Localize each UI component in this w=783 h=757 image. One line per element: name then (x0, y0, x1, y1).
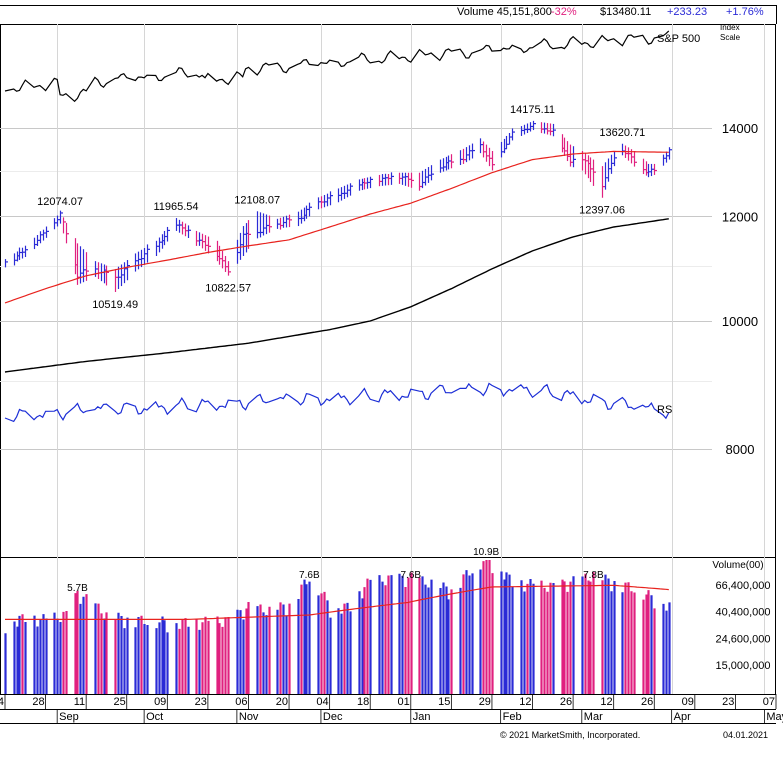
x-month-label: Apr (674, 711, 691, 723)
x-day-label: 26 (560, 696, 572, 708)
x-month-label: May (766, 711, 783, 723)
volume-axis-title: Volume(00) (712, 560, 763, 571)
x-day-label: 04 (316, 696, 328, 708)
ma200-line (4, 218, 669, 373)
rs-label: RS (657, 404, 672, 416)
volume-tick-label: 66,400,000 (715, 580, 770, 592)
x-day-label: 09 (682, 696, 694, 708)
sp500-label: S&P 500 (657, 33, 700, 45)
price-annotation: 13620.71 (599, 127, 645, 139)
footer-date: 04.01.2021 (723, 730, 769, 740)
price-annotation: 10519.49 (92, 299, 138, 311)
x-day-label: 07 (763, 696, 775, 708)
copyright: © 2021 MarketSmith, Incorporated. (500, 730, 641, 740)
sp500-index-line (4, 30, 670, 103)
index-scale-label: Index (720, 23, 740, 32)
price-panel (4, 30, 672, 423)
volume-ma-line (5, 584, 669, 620)
x-day-label: 23 (722, 696, 734, 708)
x-day-label: 28 (32, 696, 44, 708)
x-day-label: 15 (438, 696, 450, 708)
volume-label: Volume (457, 6, 494, 18)
x-day-label: 14 (0, 696, 4, 708)
price-annotation: 11965.54 (153, 201, 198, 213)
x-day-label: 25 (113, 696, 125, 708)
volume-panel (4, 560, 671, 694)
volume-change: -32% (551, 6, 577, 18)
price-annotation: 12074.07 (37, 196, 83, 208)
price-annotation: 10822.57 (205, 283, 251, 295)
x-day-label: 18 (357, 696, 369, 708)
volume-value: 45,151,800 (496, 6, 552, 18)
price-annotation: 12108.07 (234, 194, 280, 206)
chart-frame (0, 24, 776, 695)
price-annotation: 14175.11 (510, 104, 555, 116)
x-month-label: Sep (59, 711, 79, 723)
volume-annotation: 5.7B (67, 583, 88, 594)
x-day-label: 01 (398, 696, 410, 708)
price-annotation: 12397.06 (579, 205, 625, 217)
x-month-label: Mar (584, 711, 603, 723)
x-day-label: 20 (276, 696, 288, 708)
price-change: +233.23 (667, 6, 708, 18)
volume-tick-label: 40,400,000 (715, 607, 770, 619)
x-month-label: Nov (239, 711, 259, 723)
ma50-line (4, 150, 669, 304)
header-volume: Volume 45,151,800 (457, 6, 552, 21)
last-price: $13480.11 (600, 6, 652, 18)
x-day-label: 12 (600, 696, 612, 708)
x-month-label: Feb (503, 711, 522, 723)
volume-tick-label: 24,600,000 (715, 633, 770, 645)
price-tick-label: 14000 (722, 121, 758, 136)
x-day-label: 09 (154, 696, 166, 708)
rs-line (4, 382, 670, 423)
x-day-label: 11 (74, 696, 85, 708)
volume-tick-label: 15,000,000 (715, 660, 770, 672)
x-day-label: 06 (235, 696, 247, 708)
x-month-label: Oct (146, 711, 163, 723)
volume-annotation: 7.6B (299, 570, 320, 581)
price-change-pct: +1.76% (726, 6, 764, 18)
price-tick-label: 10000 (722, 314, 758, 329)
x-day-label: 23 (195, 696, 207, 708)
index-scale-label-2: Scale (720, 33, 741, 42)
x-month-label: Dec (323, 711, 343, 723)
price-tick-label: 12000 (722, 209, 758, 224)
grid (0, 5, 777, 724)
volume-annotation: 7.8B (583, 570, 604, 581)
x-day-label: 29 (479, 696, 491, 708)
x-month-label: Jan (413, 711, 431, 723)
x-day-label: 26 (641, 696, 653, 708)
axes: 14000 12000 10000 8000 66,400,000 40,400,000 2… (0, 23, 783, 723)
x-day-label: 12 (519, 696, 531, 708)
price-tick-label: 8000 (726, 442, 755, 457)
volume-annotation: 7.6B (401, 570, 422, 581)
volume-annotation: 10.9B (473, 547, 499, 558)
